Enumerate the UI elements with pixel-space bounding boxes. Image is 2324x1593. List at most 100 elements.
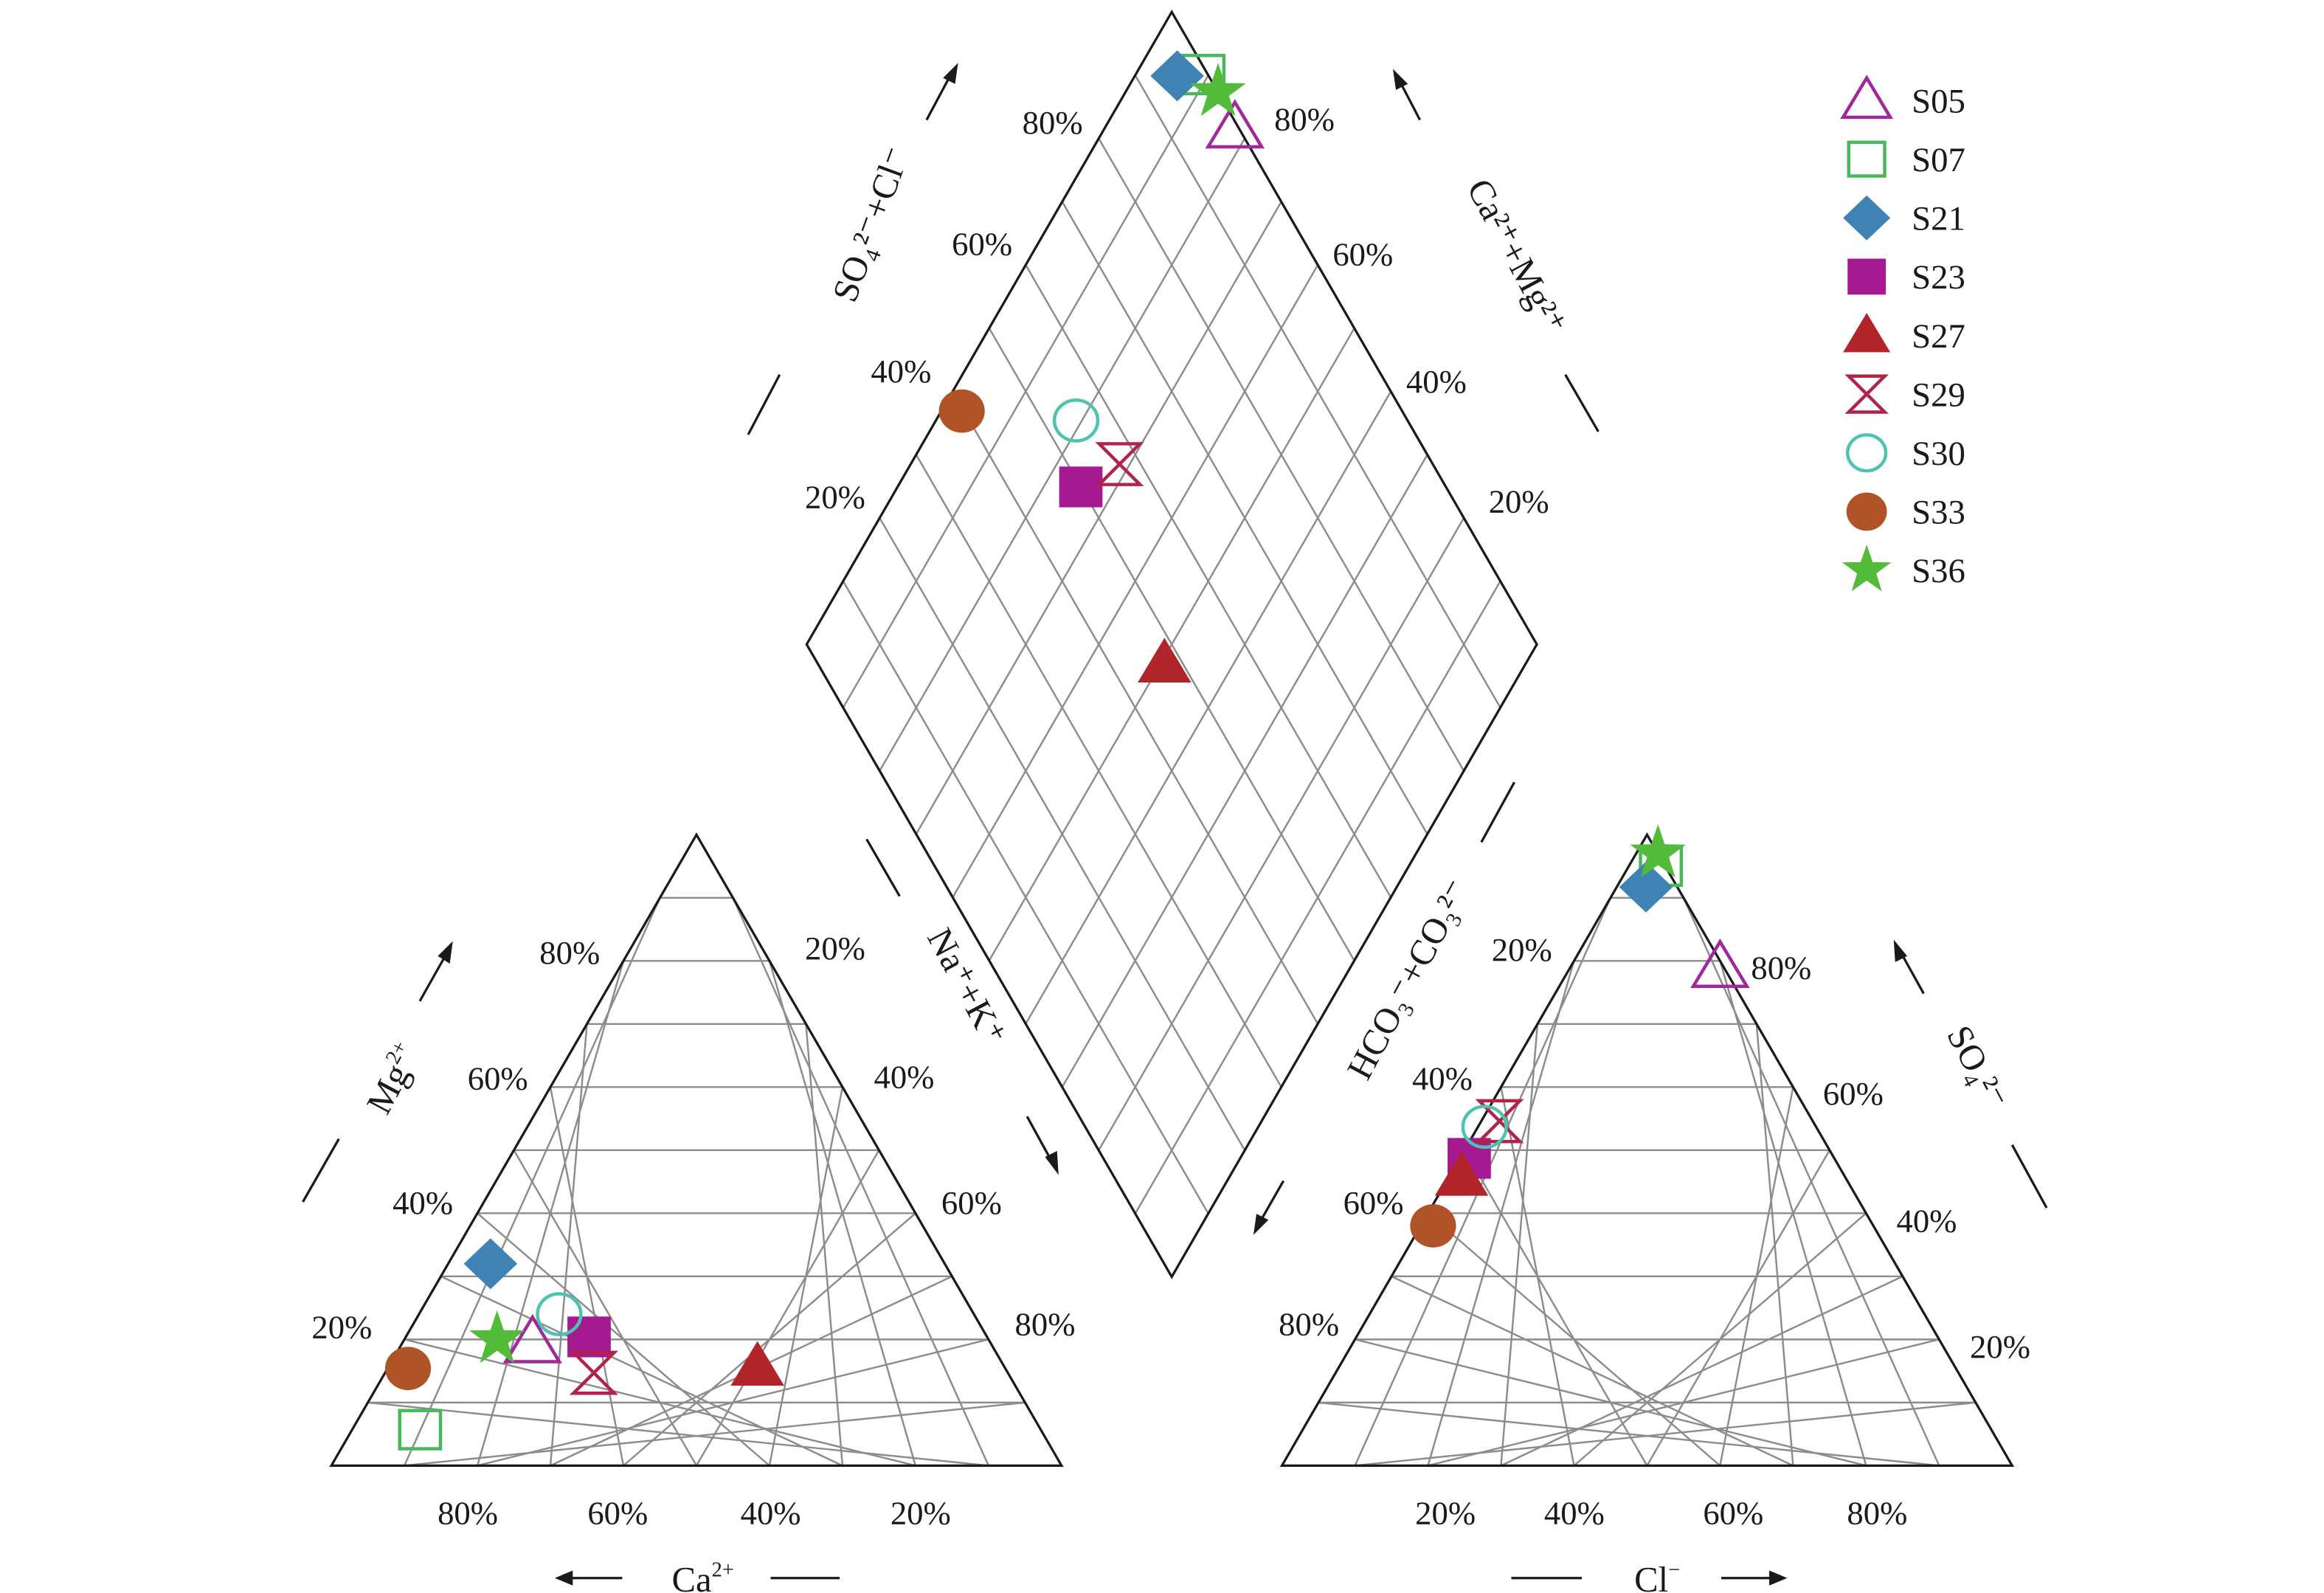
cation-gridline [477, 1212, 770, 1467]
anion-point-s36 [1630, 824, 1687, 877]
axis-tail-line [1480, 781, 1516, 843]
anion-gridline [1646, 1150, 1830, 1466]
diamond-gridline [1134, 75, 1501, 708]
tick-label: 40% [874, 1059, 934, 1096]
arrow-head-icon [1769, 1570, 1788, 1586]
arrow-line [1399, 81, 1421, 121]
axis-tail-line [1564, 373, 1600, 432]
cation-mg-ticks: 20% 40% 60% 80% [311, 934, 600, 1346]
tick-label: 60% [952, 225, 1012, 262]
tick-label: 20% [1970, 1328, 2030, 1365]
axis-label-hco3: HCO₃⁻+CO₃²⁻ [1339, 873, 1478, 1086]
tick-label: 40% [1406, 363, 1467, 400]
anion-so4-ticks: 20% 40% 60% 80% [1751, 949, 2030, 1365]
arrow-head-icon [1893, 939, 1908, 962]
legend-marker-s23 [1847, 258, 1886, 295]
legend-item: S36 [1841, 545, 1965, 592]
legend: S05 S07 S21 S23 S27 S29 S30 S33 S36 [1840, 75, 1965, 592]
tick-label: 80% [1015, 1306, 1076, 1343]
legend-label: S33 [1912, 494, 1965, 532]
diamond-point-s29 [1095, 442, 1144, 486]
diamond-camg-ticks: 20% 40% 60% 80% [1274, 101, 1549, 520]
tick-label: 60% [1823, 1075, 1884, 1112]
tick-label: 40% [1412, 1060, 1473, 1097]
tick-label: 80% [1847, 1495, 1907, 1532]
axis-tail-line [747, 374, 781, 435]
anion-gridline [1719, 1087, 1794, 1466]
axis-tail-line [865, 838, 901, 897]
diamond-point-s05 [1205, 99, 1265, 149]
legend-item: S23 [1847, 258, 1965, 297]
cation-point-s27 [730, 1341, 784, 1386]
arrow-head-icon [554, 1570, 573, 1586]
anion-gridline [1318, 1401, 1940, 1467]
cation-gridline [404, 1338, 916, 1467]
arrow-line [925, 74, 952, 121]
cation-nak-ticks: 20% 40% 60% 80% [805, 930, 1075, 1343]
axis-label-ca: Ca2+ [671, 1559, 733, 1593]
tick-label: 40% [1544, 1495, 1605, 1532]
cation-point-s23 [567, 1316, 611, 1358]
diamond-gridline [1098, 138, 1465, 772]
diamond-frame [805, 9, 1538, 1279]
cation-point-s05 [502, 1313, 563, 1364]
legend-marker-s27 [1843, 313, 1891, 353]
legend-label: S30 [1912, 435, 1965, 473]
diamond-point-s33 [938, 389, 985, 433]
legend-item: S33 [1846, 492, 1965, 532]
legend-marker-s07 [1847, 140, 1886, 178]
tick-label: 20% [890, 1495, 951, 1532]
cation-gridline [732, 897, 989, 1466]
anion-cl-ticks: 20% 40% 60% 80% [1415, 1495, 1907, 1532]
diamond-so4cl-ticks: 20% 40% 60% 80% [805, 104, 1083, 516]
cation-point-s33 [384, 1347, 432, 1391]
legend-marker-s21 [1843, 195, 1891, 241]
arrow-head-icon [943, 63, 958, 84]
diamond-gridline [1061, 201, 1428, 835]
diamond-gridline [842, 75, 1209, 708]
diamond-point-s30 [1052, 398, 1100, 443]
diamond-gridline [879, 138, 1246, 772]
legend-label: S05 [1912, 82, 1965, 120]
tick-label: 60% [1703, 1495, 1763, 1532]
tick-label: 80% [1279, 1306, 1339, 1343]
arrow-line [418, 952, 449, 1002]
legend-item: S30 [1846, 433, 1965, 473]
axis-title-mg: Mg2+ [302, 941, 453, 1203]
anion-gridline [1755, 1023, 1794, 1466]
diamond-point-s23 [1059, 466, 1103, 508]
anion-gridline [1719, 960, 1867, 1466]
tick-label: 80% [1274, 101, 1335, 138]
anion-point-s30 [1461, 1105, 1508, 1150]
axis-tail-line [2010, 1144, 2048, 1209]
anion-gridline [1463, 1150, 1648, 1466]
anion-gridline [1427, 1212, 1721, 1467]
legend-item: S21 [1843, 195, 1965, 241]
anion-gridline [1355, 1338, 1867, 1467]
diamond-gridline [952, 264, 1319, 898]
tick-label: 20% [805, 930, 865, 967]
legend-marker-s29 [1844, 374, 1889, 414]
legend-label: S07 [1912, 141, 1965, 179]
cation-triangle-frame [329, 832, 1064, 1467]
axis-title-ca: Ca2+ [554, 1559, 840, 1593]
cation-point-s07 [398, 1409, 443, 1451]
tick-label: 80% [539, 934, 600, 971]
arrow-line [1258, 1180, 1285, 1224]
tick-label: 60% [587, 1495, 648, 1532]
tick-label: 80% [438, 1495, 498, 1532]
cation-gridline [768, 960, 917, 1466]
legend-item: S07 [1847, 140, 1965, 179]
anion-gridline [1682, 897, 1940, 1466]
cation-ca-ticks: 80% 60% 40% 20% [438, 1495, 951, 1532]
tick-label: 20% [1415, 1495, 1476, 1532]
diamond-gridline [915, 201, 1282, 835]
cation-point-s36 [469, 1310, 525, 1364]
tick-label: 20% [805, 479, 865, 516]
marker-layer [384, 50, 1750, 1451]
legend-label: S36 [1912, 552, 1965, 590]
diamond-gridline [988, 328, 1355, 961]
diamond-point-s36 [1190, 63, 1246, 117]
legend-marker-s33 [1846, 492, 1887, 531]
